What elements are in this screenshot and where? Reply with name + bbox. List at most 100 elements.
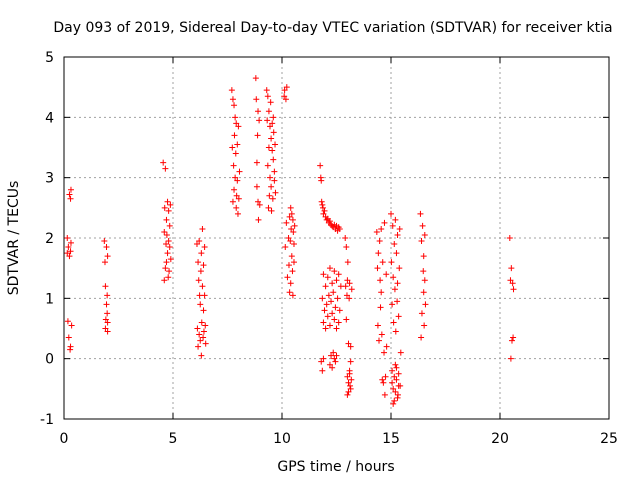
data-point — [509, 280, 516, 287]
data-point — [377, 304, 384, 311]
data-point — [163, 259, 170, 266]
data-point — [235, 123, 242, 130]
data-point — [282, 244, 289, 251]
data-point — [326, 218, 333, 225]
data-point — [380, 379, 387, 386]
data-point — [344, 373, 351, 380]
data-point — [272, 189, 279, 196]
data-point — [328, 352, 335, 359]
data-point — [161, 277, 168, 284]
data-point — [392, 361, 399, 368]
data-point — [318, 198, 325, 205]
data-point — [419, 222, 426, 229]
data-point — [196, 292, 203, 299]
data-point — [379, 259, 386, 266]
data-point — [397, 349, 404, 356]
data-point — [378, 331, 385, 338]
data-point — [68, 322, 75, 329]
data-point — [67, 248, 74, 255]
data-point — [344, 391, 351, 398]
data-point — [329, 280, 336, 287]
data-point — [342, 283, 349, 290]
data-point — [65, 334, 72, 341]
data-point — [165, 207, 172, 214]
data-point — [202, 340, 209, 347]
data-point — [271, 177, 278, 184]
data-point — [383, 343, 390, 350]
data-point — [166, 268, 173, 275]
data-point — [332, 358, 339, 365]
data-point — [381, 391, 388, 398]
data-point — [104, 328, 111, 335]
data-point — [165, 238, 172, 245]
data-point — [195, 343, 202, 350]
data-point — [167, 256, 174, 263]
y-tick-label: 4 — [45, 110, 54, 126]
data-point — [233, 204, 240, 211]
data-point — [391, 373, 398, 380]
data-point — [264, 93, 271, 100]
data-point — [290, 228, 297, 235]
data-point — [199, 283, 206, 290]
data-point — [253, 183, 260, 190]
data-point — [198, 250, 205, 257]
data-point — [317, 162, 324, 169]
data-point — [378, 225, 385, 232]
x-tick-label: 0 — [60, 431, 69, 447]
data-point — [392, 328, 399, 335]
data-point — [348, 286, 355, 293]
x-tick-label: 15 — [382, 431, 400, 447]
data-point — [422, 301, 429, 308]
data-point — [389, 367, 396, 374]
data-point — [286, 289, 293, 296]
y-tick-label: 3 — [45, 171, 54, 187]
data-point — [270, 129, 277, 136]
data-point — [345, 388, 352, 395]
data-point — [254, 132, 261, 139]
data-point — [282, 96, 289, 103]
data-point — [255, 198, 262, 205]
data-point — [233, 120, 240, 127]
data-point — [320, 271, 327, 278]
data-point — [231, 132, 238, 139]
x-tick-label: 10 — [273, 431, 291, 447]
data-point — [329, 310, 336, 317]
data-point — [343, 292, 350, 299]
data-point — [394, 231, 401, 238]
data-point — [232, 174, 239, 181]
data-point — [378, 289, 385, 296]
data-point — [506, 235, 513, 241]
data-point — [289, 292, 296, 299]
data-point — [166, 222, 173, 229]
plot-frame — [63, 56, 610, 420]
data-point — [229, 96, 236, 103]
data-point — [284, 274, 291, 281]
data-point — [195, 259, 202, 266]
y-axis-label: SDTVAR / TECUs — [6, 181, 22, 296]
data-point — [348, 376, 355, 383]
data-point — [347, 382, 354, 389]
data-point — [508, 265, 515, 272]
data-point — [231, 186, 238, 193]
data-point — [104, 319, 111, 326]
data-point — [507, 277, 514, 284]
data-point — [267, 123, 274, 130]
data-point — [343, 244, 350, 251]
data-point — [198, 352, 205, 359]
data-point — [101, 238, 108, 245]
x-tick-label: 20 — [491, 431, 509, 447]
data-point — [265, 144, 272, 151]
data-point — [345, 340, 352, 347]
data-point — [200, 328, 207, 335]
data-point — [195, 277, 202, 284]
data-point — [270, 156, 277, 163]
data-point — [510, 334, 517, 341]
data-point — [321, 307, 328, 314]
data-point — [104, 292, 111, 299]
data-point — [390, 274, 397, 281]
data-point — [164, 250, 171, 257]
data-point — [345, 379, 352, 386]
data-point — [390, 385, 397, 392]
data-point — [197, 337, 204, 344]
